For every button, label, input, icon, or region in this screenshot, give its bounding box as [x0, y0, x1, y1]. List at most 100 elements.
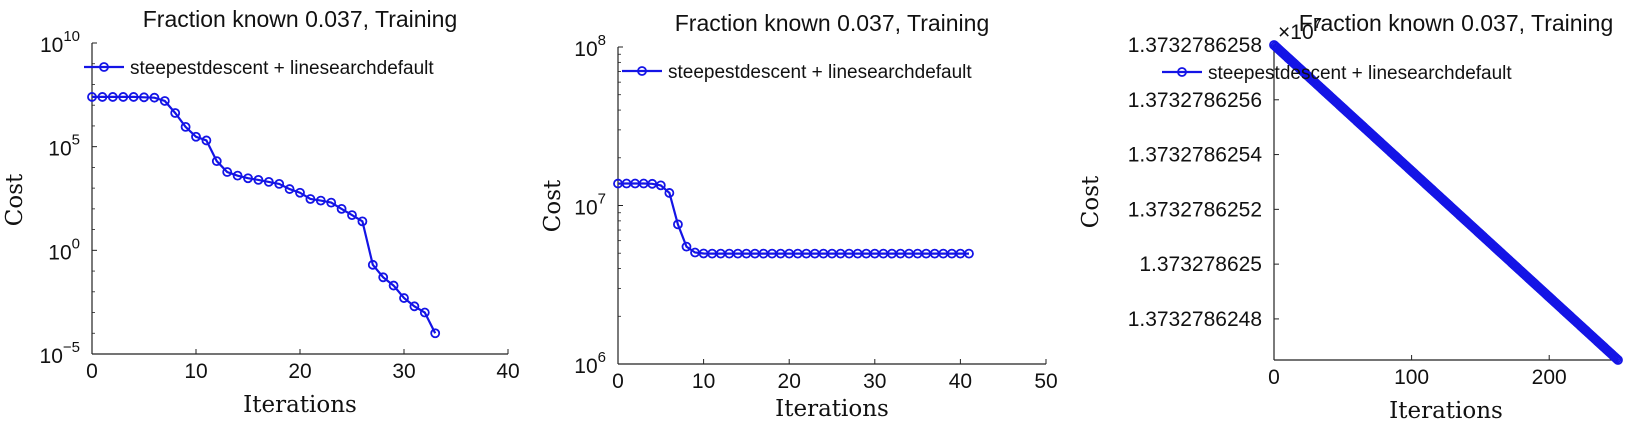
chart-3: 0 100 200 1.3732786258 1.3732786256 1.3732786…: [1078, 10, 1623, 424]
x-axis-label: Iterations: [243, 392, 357, 418]
y-tick-label: 1.3732786258: [1128, 34, 1262, 57]
data-point: [655, 180, 666, 191]
data-point: [409, 301, 420, 312]
y-tick-base: 10: [574, 355, 597, 378]
data-point: [347, 210, 357, 221]
data-point: [673, 219, 683, 230]
y-tick-label: 1010: [40, 28, 80, 57]
x-tick-label: 20: [778, 370, 801, 393]
y-tick-base: 10: [48, 138, 71, 161]
data-point: [1610, 352, 1621, 363]
data-point: [243, 173, 253, 184]
x-tick-label: 30: [863, 370, 886, 393]
y-tick-label: 105: [48, 132, 80, 161]
data-point: [201, 135, 212, 146]
legend-marker: [99, 62, 109, 72]
chart-title: Fraction known 0.037, Training: [143, 6, 458, 32]
data-point: [378, 272, 389, 283]
data-point: [430, 328, 441, 339]
x-axis-label: Iterations: [1389, 398, 1503, 424]
y-tick-base: 10: [574, 38, 597, 61]
legend-label: steepestdescent + linesearchdefault: [668, 62, 972, 83]
x-tick-label: 20: [288, 360, 311, 383]
y-tick-exponent: −5: [63, 339, 80, 356]
y-tick-label: 107: [574, 191, 606, 220]
legend: steepestdescent + linesearchdefault: [1162, 63, 1512, 84]
legend: steepestdescent + linesearchdefault: [622, 62, 972, 83]
multiplier-base: ×10: [1278, 21, 1314, 44]
data-point: [211, 156, 222, 167]
y-axis-label: Cost: [2, 173, 28, 226]
x-tick-label: 100: [1394, 366, 1429, 389]
y-tick-base: 10: [48, 241, 71, 264]
data-point: [149, 92, 160, 103]
x-tick-label: 30: [392, 360, 415, 383]
data-point: [367, 259, 378, 270]
chart-2: 0 10 20 30 40 50108107106IterationsCostFracti…: [540, 10, 1058, 422]
y-tick-base: 10: [40, 345, 63, 368]
y-tick-base: 10: [40, 34, 63, 57]
y-tick-label: 1.3732786256: [1128, 89, 1262, 112]
multiplier-exponent: 7: [1314, 15, 1322, 32]
y-tick-exponent: 10: [63, 28, 80, 45]
y-tick-label: 1.3732786254: [1128, 144, 1263, 167]
x-tick-label: 50: [1034, 370, 1057, 393]
data-point: [284, 184, 295, 194]
y-tick-exponent: 5: [72, 132, 80, 149]
y-tick-label: 100: [48, 235, 80, 264]
x-tick-label: 10: [184, 360, 207, 383]
x-tick-label: 40: [949, 370, 972, 393]
y-tick-exponent: 6: [598, 349, 606, 366]
data-point: [87, 92, 97, 102]
data-point: [263, 176, 274, 187]
data-point: [107, 92, 118, 102]
y-tick-base: 10: [574, 197, 597, 220]
x-tick-label: 40: [496, 360, 519, 383]
y-tick-label: 1.373278625: [1139, 253, 1262, 276]
data-point: [295, 187, 305, 198]
data-point: [336, 203, 347, 214]
data-point: [315, 195, 326, 206]
data-point: [399, 293, 409, 303]
data-point: [232, 170, 243, 181]
data-point: [419, 307, 430, 318]
data-point: [128, 92, 139, 102]
data-point: [964, 248, 974, 259]
data-point: [139, 92, 149, 103]
y-tick-label: 1.3732786248: [1128, 308, 1262, 331]
data-point: [326, 197, 337, 208]
x-axis-label: Iterations: [775, 396, 889, 422]
data-point: [180, 121, 191, 132]
y-tick-label: 108: [574, 32, 606, 61]
data-point: [681, 241, 692, 252]
series-line: [92, 95, 437, 334]
y-tick-label: 10−5: [40, 339, 80, 368]
data-point: [664, 188, 675, 198]
x-tick-label: 0: [612, 370, 624, 393]
data-point: [1613, 355, 1623, 365]
x-tick-label: 0: [86, 360, 98, 383]
data-point: [159, 96, 170, 106]
chart-1: 0 10 20 30 40101010510010−5IterationsCostFra…: [2, 6, 520, 418]
data-point: [118, 92, 129, 102]
data-point: [357, 216, 368, 227]
x-tick-label: 10: [692, 370, 715, 393]
y-axis-multiplier: ×107: [1278, 15, 1322, 44]
y-tick-label: 106: [574, 349, 606, 378]
y-axis-label: Cost: [1078, 175, 1104, 228]
chart-title: Fraction known 0.037, Training: [1299, 10, 1614, 36]
x-tick-label: 0: [1268, 366, 1280, 389]
y-tick-exponent: 7: [598, 191, 606, 208]
legend-marker: [1177, 67, 1187, 77]
data-point: [170, 108, 181, 118]
legend-marker: [637, 66, 647, 76]
chart-title: Fraction known 0.037, Training: [675, 10, 990, 36]
y-tick-label: 1.3732786252: [1128, 198, 1262, 221]
data-point: [253, 174, 264, 185]
y-axis-label: Cost: [540, 179, 566, 232]
legend: steepestdescent + linesearchdefault: [84, 58, 434, 79]
data-point: [274, 179, 285, 189]
data-point: [388, 280, 399, 291]
y-tick-exponent: 8: [598, 32, 606, 49]
